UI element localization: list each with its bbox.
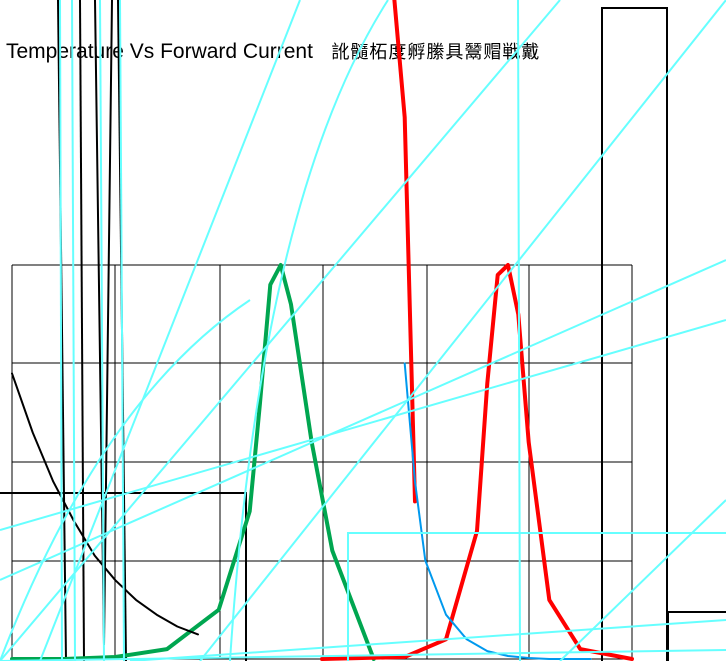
chart-title-block: Temperature Vs Forward Current 訛髓柘度孵縢具鬵赗… — [6, 38, 540, 64]
series-line-4 — [11, 372, 199, 636]
cyan-line — [119, 0, 125, 661]
cyan-line — [39, 0, 301, 661]
cyan-line — [0, 0, 561, 661]
cyan-line — [517, 0, 521, 661]
series-line-5 — [403, 362, 592, 660]
cyan-line — [129, 619, 726, 661]
cyan-line — [199, 0, 726, 661]
cyan-line — [99, 0, 105, 661]
cyan-arc — [0, 299, 251, 661]
cyan-line — [0, 259, 726, 581]
series-layer — [10, 0, 634, 661]
cyan-line — [71, 0, 76, 661]
tall-frame — [601, 7, 668, 661]
series-line-2 — [320, 263, 634, 661]
corner-frame — [667, 611, 726, 661]
cyan-line — [559, 499, 726, 661]
chart-title: Temperature Vs Forward Current — [6, 40, 313, 63]
grid — [11, 264, 633, 660]
cyan-box — [347, 532, 726, 661]
series-line-3 — [392, 0, 417, 504]
cyan-arc — [229, 0, 389, 661]
cyan-line — [0, 319, 726, 531]
chart-subtitle: 訛髓柘度孵縢具鬵赗戦戴 — [331, 42, 541, 63]
cyan-line — [59, 0, 63, 661]
cyan-line — [0, 649, 726, 661]
